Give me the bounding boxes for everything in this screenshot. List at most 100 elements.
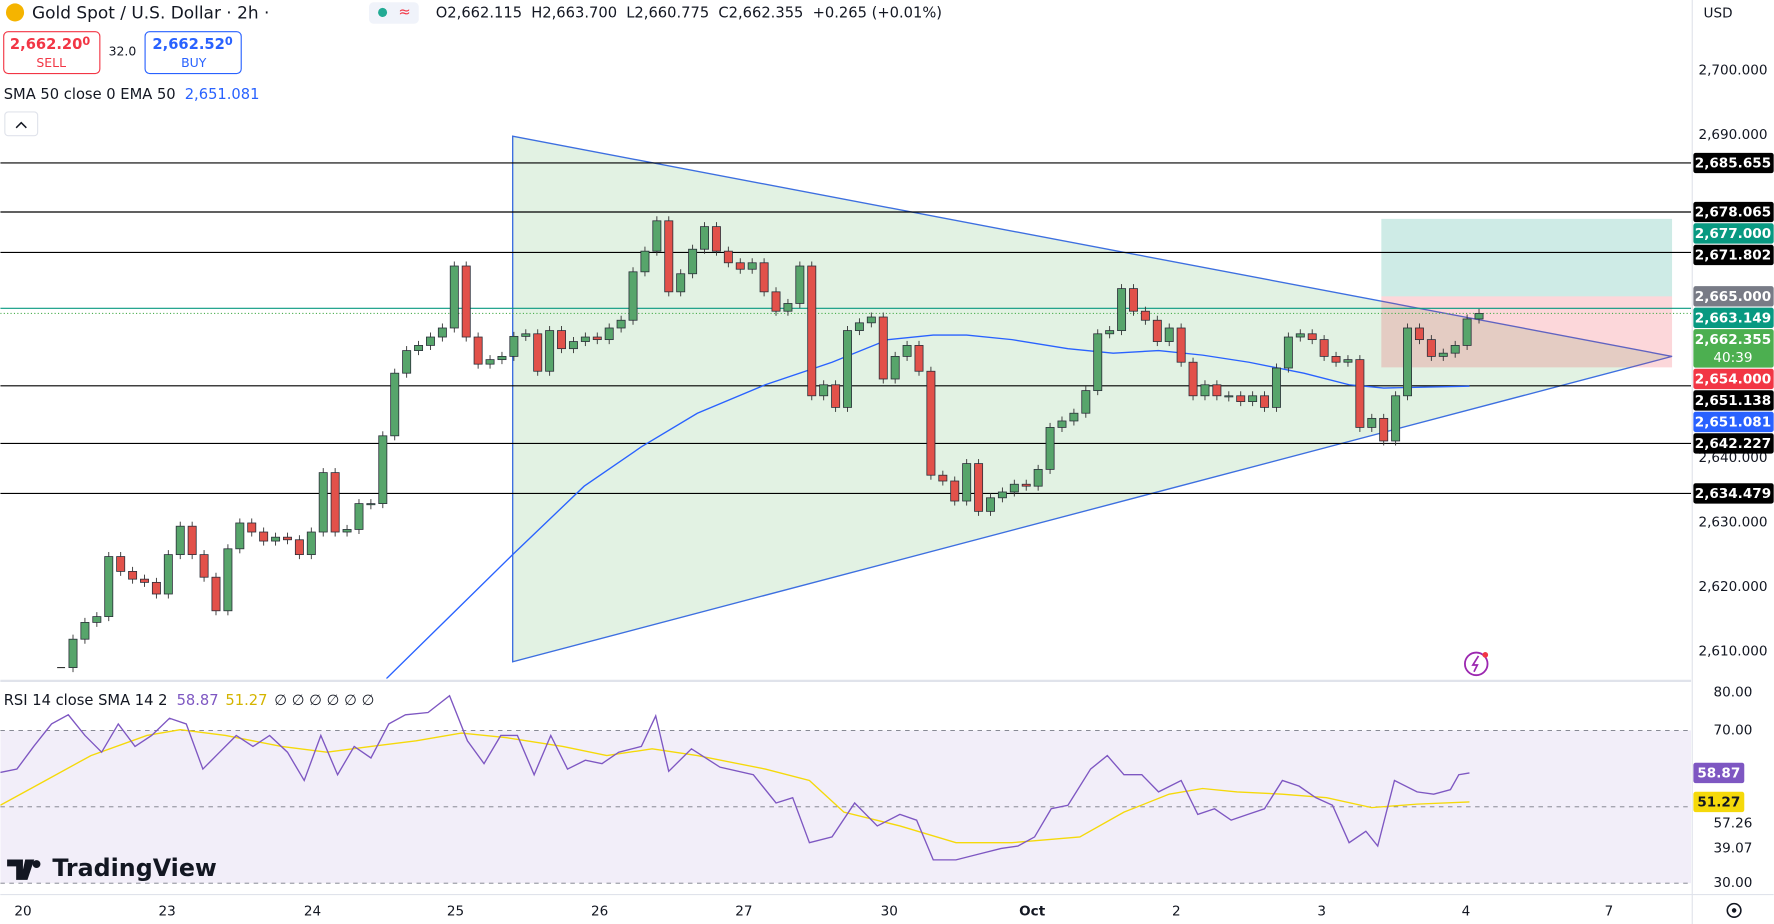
candle: [664, 220, 674, 293]
settings-icon-center: [1731, 908, 1737, 913]
rsi-tick-label: 80.00: [1714, 684, 1753, 700]
candle: [414, 345, 424, 351]
candle: [426, 336, 435, 346]
candle: [211, 576, 221, 612]
price-badge-label: 2,651.081: [1695, 414, 1771, 430]
ohlc: O2,662.115 H2,663.700 L2,660.775 C2,662.…: [436, 5, 942, 22]
candle: [1093, 333, 1103, 392]
candle: [974, 463, 984, 512]
buy-price-main: 2,662.52: [152, 36, 224, 53]
ohlc-value: 2,662.115: [447, 5, 522, 22]
x-tick-label: 24: [304, 904, 321, 920]
candle: [1021, 483, 1031, 487]
candle: [545, 330, 555, 372]
candle: [163, 554, 173, 595]
candle: [80, 622, 90, 640]
buy-price: 2,662.520: [152, 35, 232, 53]
candle: [819, 384, 829, 397]
candle: [1081, 390, 1091, 414]
candle: [1414, 327, 1424, 341]
candle: [128, 571, 138, 580]
take-profit-zone: [1381, 218, 1673, 297]
candle: [688, 248, 698, 275]
candle: [807, 265, 817, 397]
candle: [247, 522, 257, 533]
alert-bolt: [1471, 655, 1480, 673]
candle: [235, 522, 245, 550]
x-tick-label: 30: [881, 904, 898, 920]
candle: [187, 525, 197, 556]
x-tick-label: 23: [159, 904, 176, 920]
candle: [735, 262, 745, 270]
candle: [1140, 310, 1150, 321]
y-tick-label: 2,640.000: [1698, 450, 1767, 466]
candle: [1426, 339, 1436, 357]
brand-name: TradingView: [52, 854, 217, 882]
candle: [747, 262, 757, 270]
candle: [259, 531, 269, 542]
ohlc-key: C: [718, 5, 728, 22]
candle: [997, 491, 1007, 499]
candle: [223, 548, 233, 612]
candle: [366, 503, 376, 506]
candle: [1462, 318, 1472, 346]
price-badge-label: 2,677.000: [1695, 226, 1771, 242]
price-badge: [1693, 390, 1774, 411]
candle: [711, 226, 721, 252]
candle: [1474, 313, 1484, 320]
rsi-sma-value: 51.27: [225, 692, 267, 709]
ohlc-key: H: [531, 5, 542, 22]
x-tick-label: Oct: [1019, 904, 1046, 920]
ohlc-value: 2,663.700: [542, 5, 617, 22]
collapse-button[interactable]: [4, 111, 39, 137]
price-badge-label: 2,665.000: [1695, 289, 1771, 305]
price-badge-label: 2,671.802: [1695, 248, 1771, 264]
candle: [866, 316, 876, 324]
rsi-title: RSI 14 close SMA 14 2: [4, 692, 168, 709]
candle: [1343, 359, 1353, 363]
price-badge-label: 2,663.149: [1695, 310, 1771, 326]
candle: [568, 341, 578, 350]
x-tick-label: 2: [1172, 904, 1181, 920]
candle: [1331, 356, 1341, 363]
currency[interactable]: USD: [1704, 6, 1733, 22]
x-tick-label: 7: [1605, 904, 1614, 920]
candle: [640, 250, 650, 273]
candle: [378, 435, 388, 505]
settings-icon[interactable]: [1726, 902, 1742, 919]
alert-icon[interactable]: [1464, 651, 1489, 677]
candle: [1438, 352, 1448, 357]
candle: [604, 327, 614, 341]
rsi-empty-values: ∅ ∅ ∅ ∅ ∅ ∅: [274, 692, 374, 709]
candle: [509, 335, 519, 357]
candle: [723, 250, 733, 264]
candle: [759, 262, 769, 293]
candle: [402, 350, 412, 374]
axes: 2,700.000 2,690.000 2,640.000 2,630.000 2,62…: [14, 62, 1767, 919]
price-badge-label: 2,651.138: [1695, 393, 1771, 409]
candle: [104, 556, 114, 617]
candle: [318, 472, 328, 533]
candle: [461, 265, 471, 338]
ema-value: 2,651.081: [185, 86, 260, 103]
price-badge: [1693, 307, 1774, 329]
sell-price-pip: 0: [82, 35, 90, 48]
price-badge-label: 2,662.355: [1695, 332, 1771, 348]
candle: [676, 273, 686, 293]
indicator-legend: SMA 50 close 0 EMA 50 2,651.081: [4, 86, 260, 103]
price-badge: [1693, 411, 1774, 433]
sell-button[interactable]: [3, 31, 101, 75]
candle: [271, 536, 281, 542]
candle: [1450, 345, 1460, 354]
status-pill[interactable]: [369, 2, 419, 24]
rsi-line: [0, 694, 1470, 861]
candle: [962, 463, 972, 502]
countdown: 40:39: [1713, 350, 1752, 366]
buy-button[interactable]: [144, 31, 242, 75]
candle: [878, 316, 888, 380]
rsi-badge-label: 51.27: [1697, 795, 1740, 811]
candle: [116, 556, 126, 572]
sell-price: 2,662.200: [10, 35, 90, 53]
x-tick-label: 27: [735, 904, 752, 920]
